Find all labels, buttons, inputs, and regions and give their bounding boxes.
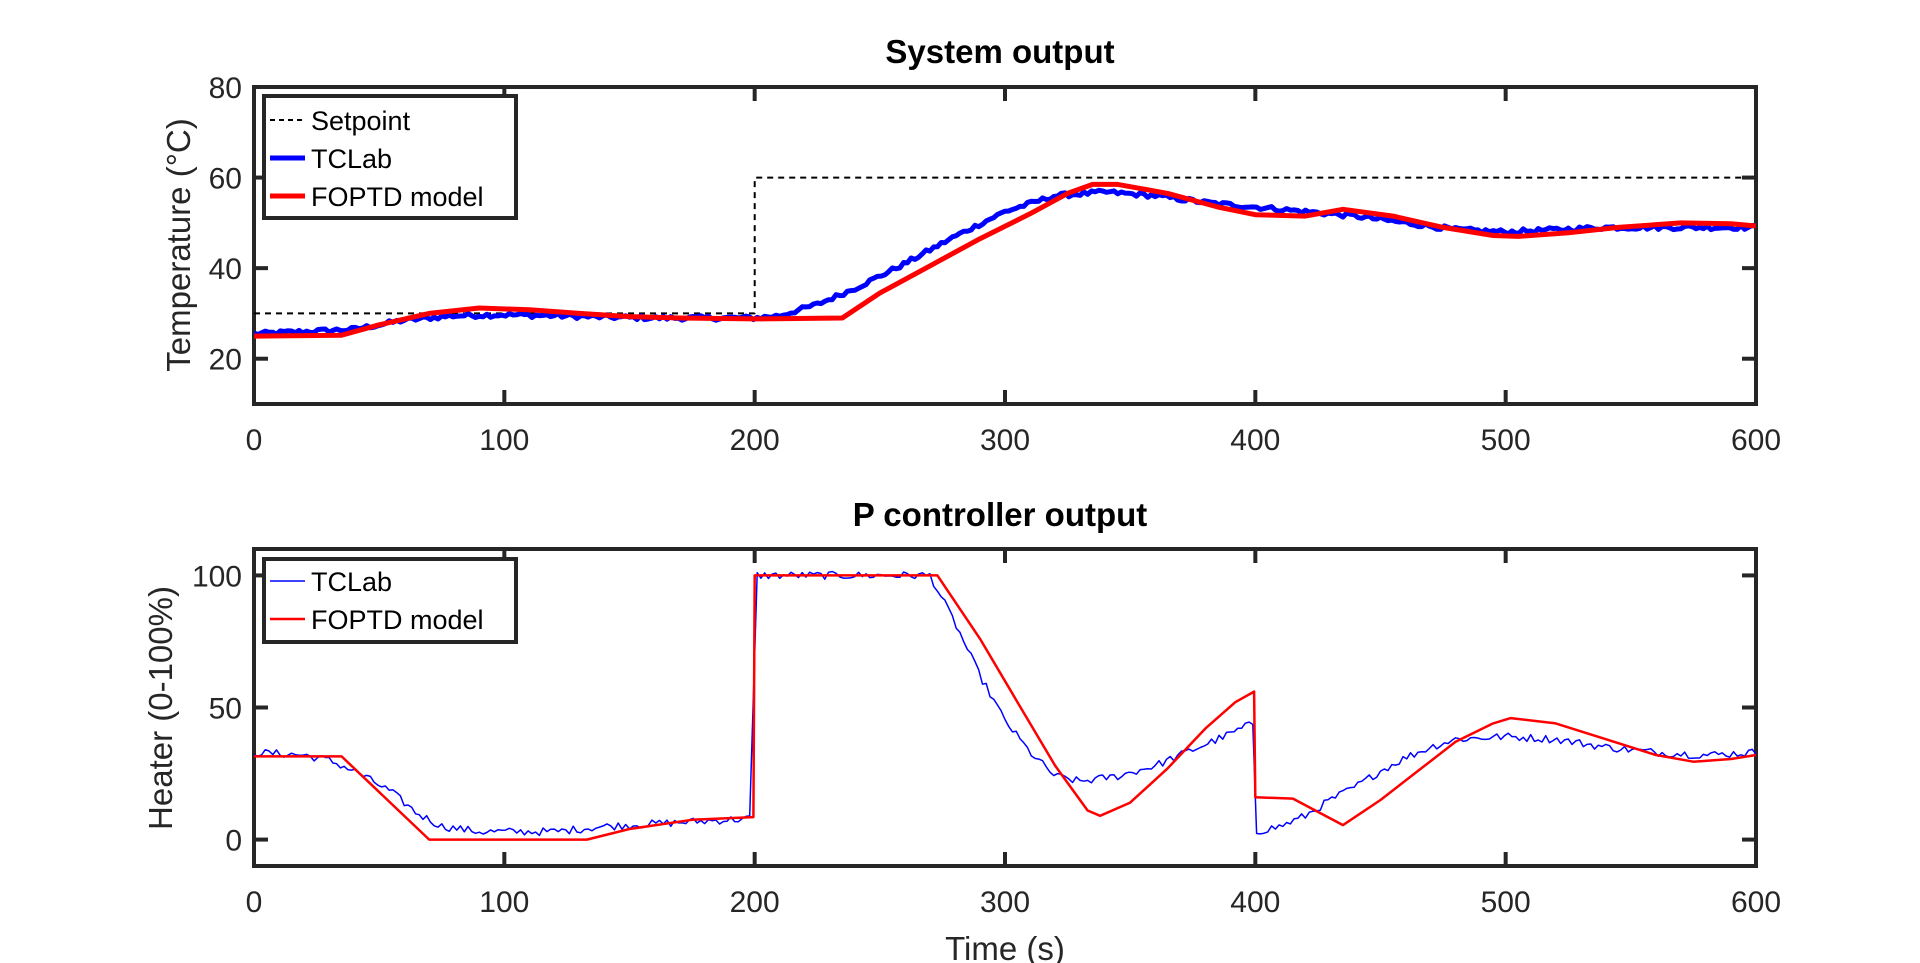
system-output-series bbox=[253, 176, 1757, 339]
system-output-axes: System output 0 100 200 300 400 500 600 20 40 60 8… bbox=[160, 33, 1781, 457]
system-output-x-tick-label: 500 bbox=[1481, 424, 1531, 457]
system-output-y-tick-label: 20 bbox=[209, 344, 242, 377]
controller-output-x-tick-label: 0 bbox=[246, 886, 263, 919]
system-output-ticks: 0 100 200 300 400 500 600 20 40 60 80 bbox=[209, 72, 1781, 457]
system-output-x-tick-label: 400 bbox=[1230, 424, 1280, 457]
system-output-x-tick-label: 100 bbox=[479, 424, 529, 457]
legend-foptd-label: FOPTD model bbox=[311, 605, 484, 635]
legend-tclab-label: TCLab bbox=[311, 144, 392, 174]
controller-output-series bbox=[253, 570, 1757, 841]
controller-output-x-tick-label: 500 bbox=[1481, 886, 1531, 919]
controller-output-tclab-line bbox=[253, 570, 1757, 837]
controller-output-x-tick-label: 200 bbox=[730, 886, 780, 919]
system-output-x-tick-label: 0 bbox=[246, 424, 263, 457]
heater-axis-label: Heater (0-100%) bbox=[142, 586, 179, 830]
legend-foptd-label: FOPTD model bbox=[311, 182, 484, 212]
controller-output-title: P controller output bbox=[853, 496, 1148, 533]
controller-output-axes: P controller output 0 100 200 300 400 500 6000… bbox=[142, 496, 1781, 963]
system-output-legend: Setpoint TCLab FOPTD model bbox=[262, 94, 518, 220]
controller-output-y-tick-label: 50 bbox=[209, 693, 242, 726]
system-output-x-tick-label: 200 bbox=[730, 424, 780, 457]
system-output-legend-box bbox=[262, 94, 518, 220]
system-output-setpoint-line bbox=[254, 176, 1756, 315]
controller-output-y-tick-label: 100 bbox=[192, 560, 242, 593]
controller-output-x-tick-label: 400 bbox=[1230, 886, 1280, 919]
controller-output-x-tick-label: 300 bbox=[980, 886, 1030, 919]
controller-output-foptd-model-line bbox=[254, 574, 1757, 841]
controller-output-legend-box bbox=[262, 557, 518, 644]
system-output-title: System output bbox=[885, 33, 1114, 70]
system-output-x-tick-label: 600 bbox=[1731, 424, 1781, 457]
legend-tclab-label: TCLab bbox=[311, 567, 392, 597]
temperature-axis-label: Temperature (°C) bbox=[160, 118, 197, 371]
system-output-y-tick-label: 40 bbox=[209, 253, 242, 286]
system-output-y-tick-label: 60 bbox=[209, 163, 242, 196]
controller-output-x-tick-label: 600 bbox=[1731, 886, 1781, 919]
legend-setpoint-label: Setpoint bbox=[311, 106, 411, 136]
time-axis-label: Time (s) bbox=[945, 930, 1065, 963]
system-output-tclab-line bbox=[253, 187, 1757, 337]
system-output-foptd-model-line bbox=[253, 181, 1757, 339]
controller-output-y-tick-label: 0 bbox=[225, 825, 242, 858]
controller-output-ticks: 0 100 200 300 400 500 600 0 50 100 bbox=[192, 549, 1781, 919]
controller-output-legend: TCLab FOPTD model bbox=[262, 557, 518, 644]
controller-output-x-tick-label: 100 bbox=[479, 886, 529, 919]
system-output-y-tick-label: 80 bbox=[209, 72, 242, 105]
system-output-x-tick-label: 300 bbox=[980, 424, 1030, 457]
